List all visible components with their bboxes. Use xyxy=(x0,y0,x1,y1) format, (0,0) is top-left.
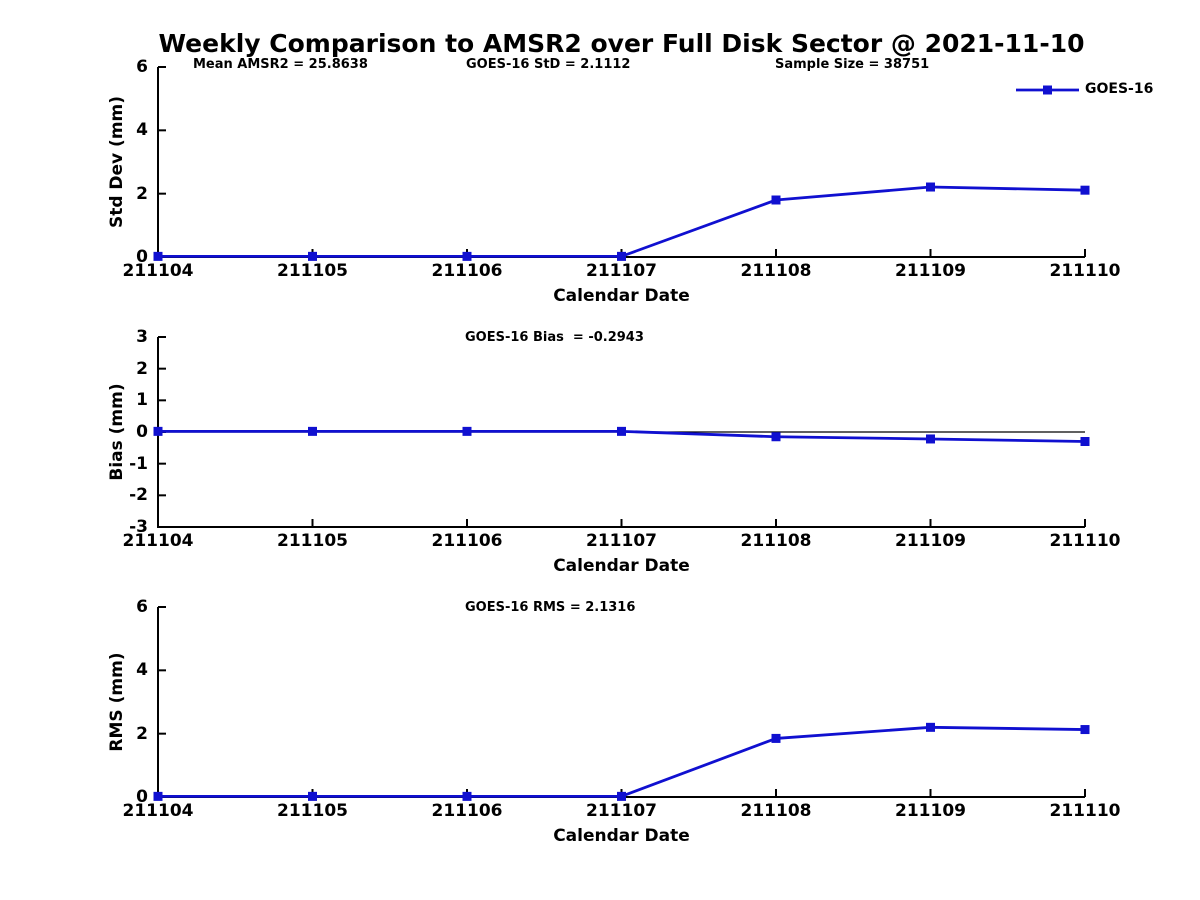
x-axis-label-calendar-date-2: Calendar Date xyxy=(553,556,690,576)
data-point-marker xyxy=(1080,725,1090,735)
y-tick-label: 6 xyxy=(136,57,148,77)
x-tick-label: 211106 xyxy=(431,531,503,551)
y-tick-label: -2 xyxy=(129,485,148,506)
data-point-marker xyxy=(771,432,781,442)
legend-label-goes16: GOES-16 xyxy=(1085,81,1154,97)
x-axis-label-calendar-date-1: Calendar Date xyxy=(553,286,690,306)
y-tick-label: 1 xyxy=(136,390,148,411)
y-tick-label: 4 xyxy=(136,660,148,681)
x-tick-label: 211110 xyxy=(1049,261,1121,281)
data-point-marker xyxy=(617,251,626,261)
data-point-marker xyxy=(926,722,935,732)
data-point-marker xyxy=(462,426,472,436)
annotation-sample-size: Sample Size = 38751 xyxy=(775,57,930,72)
x-tick-label: 211106 xyxy=(431,801,503,821)
data-point-marker xyxy=(308,251,317,261)
data-point-marker xyxy=(308,426,317,436)
y-tick-label: 2 xyxy=(136,358,148,379)
data-line xyxy=(158,185,1086,258)
x-tick-label: 211107 xyxy=(586,261,657,281)
x-tick-label: 211110 xyxy=(1049,531,1121,551)
y-tick-label: 4 xyxy=(136,120,148,141)
x-tick-label: 211107 xyxy=(586,801,657,821)
x-tick-label: 211105 xyxy=(277,801,348,821)
data-point-marker xyxy=(462,791,472,801)
y-tick-label: -1 xyxy=(129,453,148,474)
annotation-goes16-std: GOES-16 StD = 2.1112 xyxy=(466,57,631,72)
x-tick-label: 211108 xyxy=(740,801,812,821)
data-point-marker xyxy=(926,434,935,444)
x-tick-label: 211104 xyxy=(122,801,194,821)
y-tick-label: 0 xyxy=(136,247,148,267)
x-tick-label: 211105 xyxy=(277,531,348,551)
data-point-marker xyxy=(153,791,163,801)
y-tick-label: 2 xyxy=(136,723,148,744)
x-tick-label: 211108 xyxy=(740,261,812,281)
x-tick-label: 211108 xyxy=(740,531,812,551)
y-tick-label: 6 xyxy=(136,597,148,617)
x-tick-label: 211109 xyxy=(895,261,966,281)
y-tick-label: 0 xyxy=(136,422,148,442)
data-point-marker xyxy=(1080,437,1090,446)
data-point-marker xyxy=(617,791,626,801)
x-tick-label: 211109 xyxy=(895,801,966,821)
x-axis-label-calendar-date-3: Calendar Date xyxy=(553,826,690,846)
data-point-marker xyxy=(462,251,472,261)
x-tick-label: 211109 xyxy=(895,531,966,551)
data-point-marker xyxy=(153,426,163,436)
legend-marker xyxy=(1043,85,1052,95)
data-point-marker xyxy=(926,182,935,192)
annotation-goes16-bias: GOES-16 Bias = -0.2943 xyxy=(465,330,644,345)
axis-spines xyxy=(157,607,1085,798)
y-tick-label: 3 xyxy=(136,327,148,347)
x-tick-label: 211110 xyxy=(1049,801,1121,821)
annotation-goes16-rms: GOES-16 RMS = 2.1316 xyxy=(465,600,636,615)
data-point-marker xyxy=(617,426,626,436)
x-tick-label: 211106 xyxy=(431,261,503,281)
figure-title: Weekly Comparison to AMSR2 over Full Dis… xyxy=(158,29,1085,58)
annotation-mean-amsr2: Mean AMSR2 = 25.8638 xyxy=(193,57,368,72)
x-tick-label: 211104 xyxy=(122,261,194,281)
x-tick-label: 211104 xyxy=(122,531,194,551)
data-point-marker xyxy=(771,733,781,743)
axis-spines xyxy=(157,67,1085,258)
data-point-marker xyxy=(771,195,781,205)
x-tick-label: 211105 xyxy=(277,261,348,281)
data-point-marker xyxy=(1080,185,1090,195)
y-axis-label-stddev: Std Dev (mm) xyxy=(107,95,127,229)
y-tick-label: -3 xyxy=(129,517,148,537)
x-tick-label: 211107 xyxy=(586,531,657,551)
y-tick-label: 0 xyxy=(136,787,148,807)
y-tick-label: 2 xyxy=(136,183,148,204)
data-point-marker xyxy=(153,251,163,261)
data-line xyxy=(158,725,1086,798)
data-point-marker xyxy=(308,791,317,801)
